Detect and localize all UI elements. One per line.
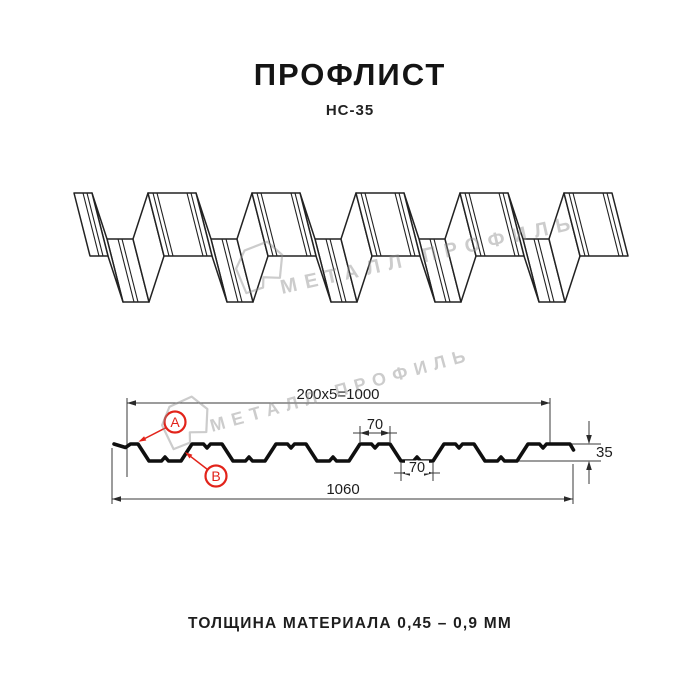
stiffener-groove-line [429, 238, 447, 303]
stiffener-groove-line [260, 192, 278, 257]
dimension-arrow-icon [586, 461, 592, 470]
stiffener-groove-line [152, 192, 170, 257]
stiffener-groove-line [537, 238, 555, 303]
stiffener-groove-line [364, 192, 382, 257]
metall-profil-logo-icon [234, 240, 284, 295]
sheet-face [251, 192, 317, 257]
stiffener-groove-line [186, 192, 204, 257]
watermark-lower: МЕТАЛЛ ПРОФИЛЬ [160, 344, 474, 451]
stiffener-groove-line [602, 192, 620, 257]
dimension-arrow-icon [381, 430, 390, 436]
stiffener-groove-line [290, 192, 308, 257]
stiffener-groove-line [256, 192, 274, 257]
callout-b: В [185, 452, 228, 488]
callout-b-circle [204, 464, 228, 488]
stiffener-groove-line [360, 192, 378, 257]
metall-profil-logo-icon [160, 395, 209, 451]
callout-a-arrow-icon [138, 436, 147, 442]
dimension-arrow-icon [112, 496, 121, 502]
dimension-arrow-icon [564, 496, 573, 502]
dim-crest-width: 70 [367, 417, 383, 433]
dim-overall-width: 1060 [326, 481, 359, 498]
profile-outline [112, 442, 576, 463]
stiffener-groove-line [568, 192, 586, 257]
stiffener-groove-line [82, 192, 100, 257]
stiffener-groove-line [606, 192, 624, 257]
stiffener-groove-line [121, 238, 139, 303]
callout-b-arrow-icon [185, 452, 193, 459]
profiled-sheet-3d-drawing [73, 192, 629, 303]
sheet-face [147, 192, 213, 257]
stiffener-groove-line [398, 192, 416, 257]
dimension-lines [111, 398, 601, 504]
sheet-face [355, 192, 421, 257]
dimension-arrow-icon [360, 430, 369, 436]
stiffener-groove-line [156, 192, 174, 257]
dim-height: 35 [596, 444, 613, 461]
stiffener-groove-line [572, 192, 590, 257]
dim-valley-width: 70 [409, 460, 425, 476]
page-title: ПРОФЛИСТ [253, 57, 447, 92]
dim-top-total: 200x5=1000 [297, 386, 380, 403]
callout-a-label: А [170, 414, 180, 430]
stiffener-groove-line [117, 238, 135, 303]
stiffener-groove-line [86, 192, 104, 257]
dimension-arrow-icon [586, 435, 592, 444]
callout-a: А [138, 410, 187, 442]
watermark-text: МЕТАЛЛ ПРОФИЛЬ [208, 344, 474, 436]
stiffener-groove-line [190, 192, 208, 257]
stiffener-groove-line [325, 238, 343, 303]
stiffener-groove-line [221, 238, 239, 303]
sheet-face [459, 192, 525, 257]
stiffener-groove-line [394, 192, 412, 257]
material-thickness-note: ТОЛЩИНА МАТЕРИАЛА 0,45 – 0,9 ММ [188, 615, 512, 632]
dim-valley-label-bg [405, 460, 429, 474]
stiffener-groove-line [464, 192, 482, 257]
dimension-arrow-icon [127, 400, 136, 406]
stiffener-groove-line [502, 192, 520, 257]
stiffener-groove-line [498, 192, 516, 257]
callout-a-circle [163, 410, 187, 434]
stiffener-groove-line [225, 238, 243, 303]
stiffener-groove-line [329, 238, 347, 303]
profile-cross-section: 200x5=1000 70 70 1060 35 А В [111, 386, 613, 504]
stiffener-groove-line [533, 238, 551, 303]
callout-b-label: В [211, 468, 220, 484]
stiffener-groove-line [468, 192, 486, 257]
stiffener-groove-line [433, 238, 451, 303]
stiffener-groove-line [294, 192, 312, 257]
dimension-arrow-icon [541, 400, 550, 406]
profile-code: НС-35 [325, 102, 375, 119]
sheet-face [563, 192, 629, 257]
